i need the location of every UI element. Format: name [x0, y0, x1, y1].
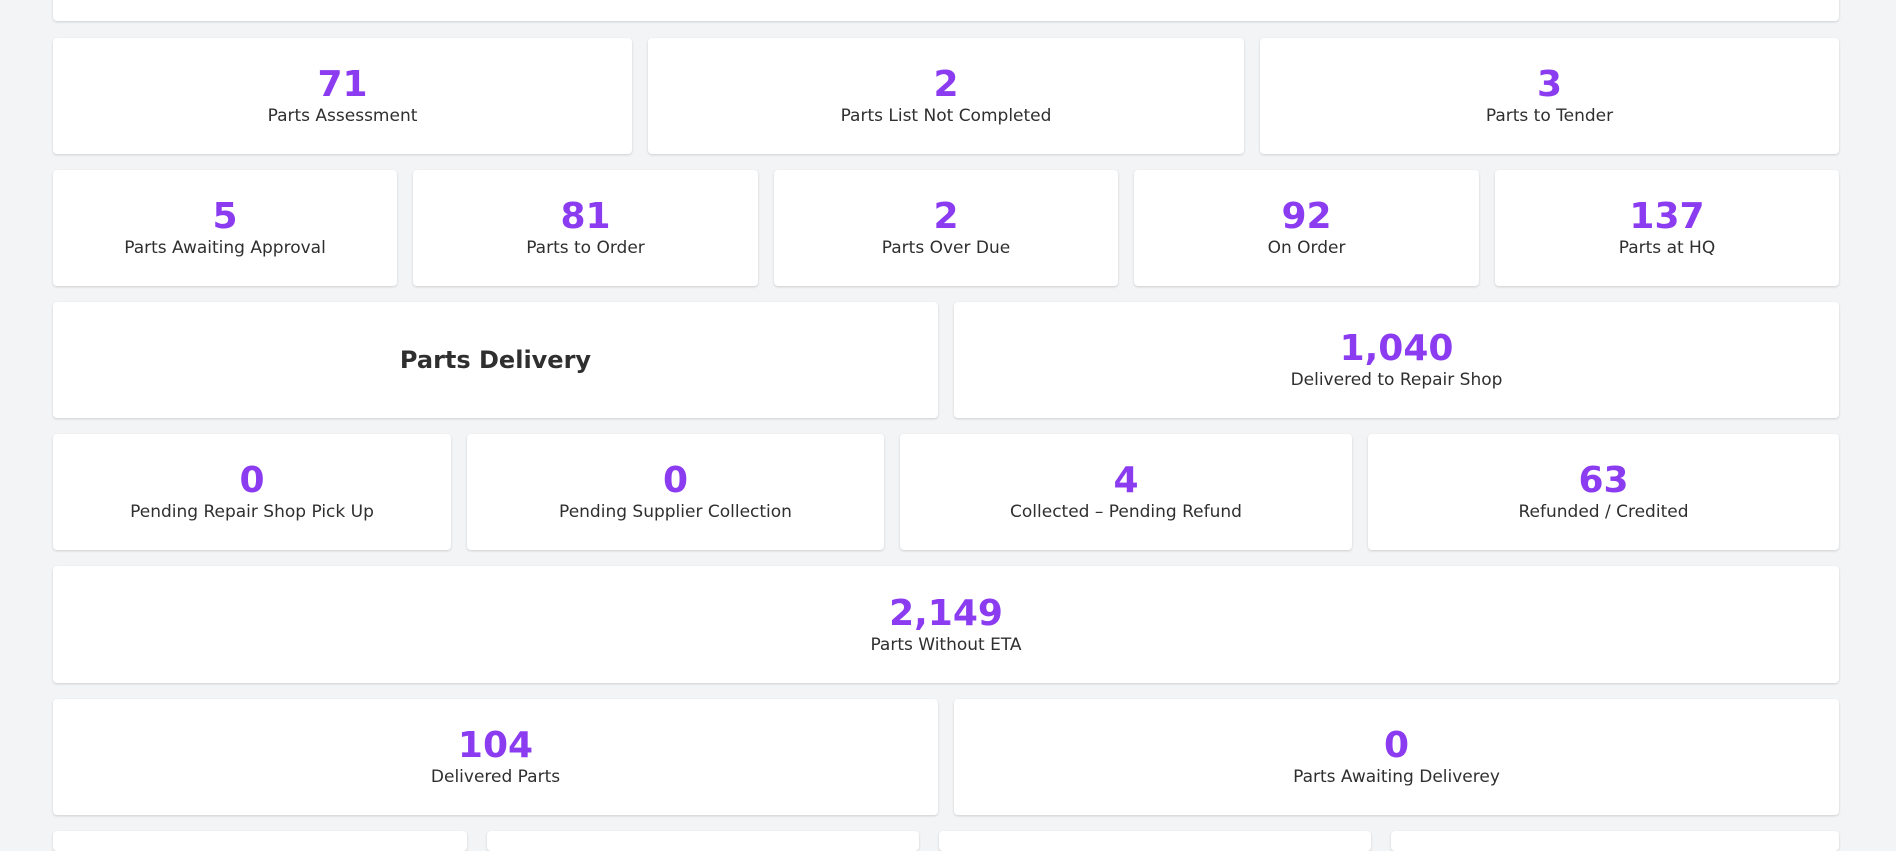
parts-delivery-heading-card: Parts Delivery: [53, 302, 938, 418]
stat-card-pending-repair-shop-pick-up[interactable]: 0 Pending Repair Shop Pick Up: [53, 434, 451, 550]
stat-card-parts-at-hq[interactable]: 137 Parts at HQ: [1495, 170, 1839, 286]
stat-label: Parts at HQ: [1618, 238, 1716, 258]
stat-label: Parts Awaiting Approval: [124, 238, 326, 258]
stat-label: Collected – Pending Refund: [1010, 502, 1242, 522]
section-heading: Parts Delivery: [399, 346, 592, 374]
stat-label: Parts to Tender: [1485, 106, 1614, 126]
top-partial-card: [53, 0, 1839, 21]
stat-card-parts-to-order[interactable]: 81 Parts to Order: [413, 170, 758, 286]
stat-label: Delivered to Repair Shop: [1290, 370, 1503, 390]
stat-value: 5: [212, 196, 238, 237]
stat-card-pending-supplier-collection[interactable]: 0 Pending Supplier Collection: [467, 434, 884, 550]
stat-label: On Order: [1267, 238, 1346, 258]
stat-card-delivered-to-repair-shop[interactable]: 1,040 Delivered to Repair Shop: [954, 302, 1839, 418]
stat-label: Refunded / Credited: [1518, 502, 1689, 522]
bottom-partial-card: [1391, 831, 1839, 851]
stat-value: 1,040: [1339, 328, 1454, 369]
stat-value: 2: [933, 196, 959, 237]
stat-value: 0: [1383, 725, 1410, 766]
stat-label: Parts Without ETA: [870, 634, 1022, 655]
stat-label: Delivered Parts: [430, 767, 561, 787]
stat-card-parts-over-due[interactable]: 2 Parts Over Due: [774, 170, 1118, 286]
bottom-partial-card: [939, 831, 1371, 851]
stat-card-delivered-parts[interactable]: 104 Delivered Parts: [53, 699, 938, 815]
stat-label: Pending Repair Shop Pick Up: [130, 502, 374, 522]
bottom-partial-card: [487, 831, 919, 851]
stat-card-parts-without-eta[interactable]: 2,149 Parts Without ETA: [53, 566, 1839, 683]
stat-value: 71: [317, 64, 368, 105]
bottom-partial-card: [53, 831, 467, 851]
stat-card-on-order[interactable]: 92 On Order: [1134, 170, 1479, 286]
stat-value: 63: [1578, 460, 1629, 501]
stat-card-parts-to-tender[interactable]: 3 Parts to Tender: [1260, 38, 1839, 154]
stat-label: Parts Assessment: [267, 106, 418, 126]
stat-value: 4: [1113, 460, 1139, 501]
stat-value: 81: [560, 196, 611, 237]
stat-value: 3: [1536, 64, 1563, 105]
stat-label: Parts Awaiting Deliverey: [1293, 767, 1500, 787]
stat-card-parts-awaiting-approval[interactable]: 5 Parts Awaiting Approval: [53, 170, 397, 286]
stat-value: 0: [239, 460, 265, 501]
stat-card-parts-assessment[interactable]: 71 Parts Assessment: [53, 38, 632, 154]
stat-value: 0: [662, 460, 689, 501]
stat-card-refunded-credited[interactable]: 63 Refunded / Credited: [1368, 434, 1839, 550]
stat-value: 104: [457, 725, 534, 766]
stat-label: Parts List Not Completed: [840, 106, 1052, 126]
stat-card-parts-awaiting-deliverey[interactable]: 0 Parts Awaiting Deliverey: [954, 699, 1839, 815]
stat-value: 137: [1629, 196, 1705, 237]
stat-value: 2: [933, 64, 959, 105]
stat-label: Parts Over Due: [881, 238, 1011, 258]
stat-value: 2,149: [889, 592, 1003, 634]
stat-label: Parts to Order: [526, 238, 645, 258]
stat-label: Pending Supplier Collection: [559, 502, 792, 522]
stat-value: 92: [1281, 196, 1332, 237]
stat-card-parts-list-not-completed[interactable]: 2 Parts List Not Completed: [648, 38, 1244, 154]
stat-card-collected-pending-refund[interactable]: 4 Collected – Pending Refund: [900, 434, 1352, 550]
